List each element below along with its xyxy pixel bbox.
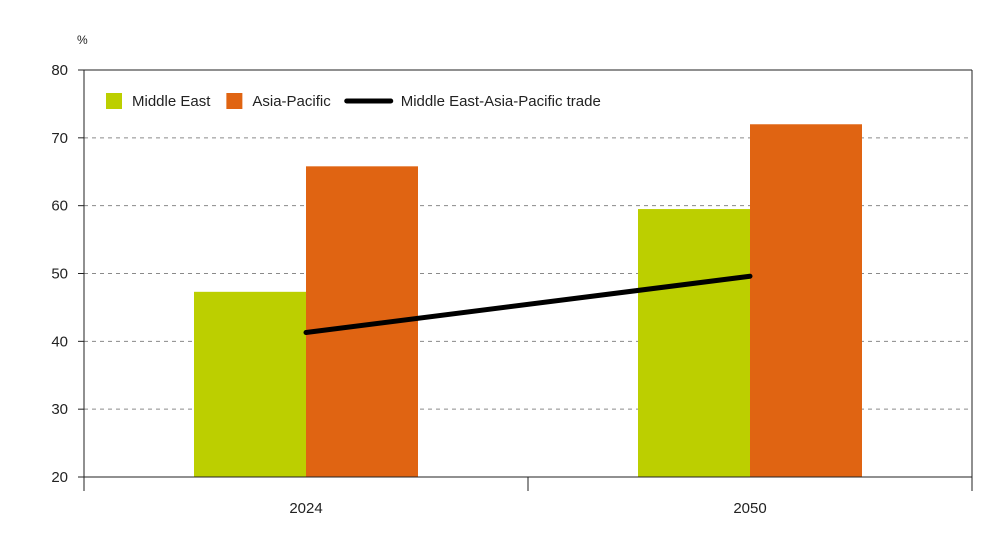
y-unit-label: %	[77, 33, 88, 47]
y-tick-label: 80	[51, 62, 68, 79]
x-tick-label: 2050	[733, 500, 766, 517]
line-series-trade	[303, 273, 753, 336]
legend-label-middle-east: Middle East	[132, 93, 211, 110]
y-tick-label: 30	[51, 401, 68, 418]
bar-asia-pacific-2050	[750, 124, 862, 478]
legend-label-middle-east-asia-pacific-trade: Middle East-Asia-Pacific trade	[401, 93, 601, 110]
bar-middle-east-2024	[194, 291, 306, 477]
y-tick-label: 60	[51, 198, 68, 215]
bar-middle-east-2050	[638, 209, 750, 477]
y-tick-label: 70	[51, 130, 68, 147]
y-tick-label: 50	[51, 266, 68, 283]
legend-swatch-middle-east	[106, 93, 122, 109]
x-tick-label: 2024	[289, 500, 322, 517]
y-tick-label: 20	[51, 469, 68, 486]
y-tick-label: 40	[51, 333, 68, 350]
legend-label-asia-pacific: Asia-Pacific	[252, 93, 331, 110]
legend-swatch-asia-pacific	[226, 93, 243, 109]
